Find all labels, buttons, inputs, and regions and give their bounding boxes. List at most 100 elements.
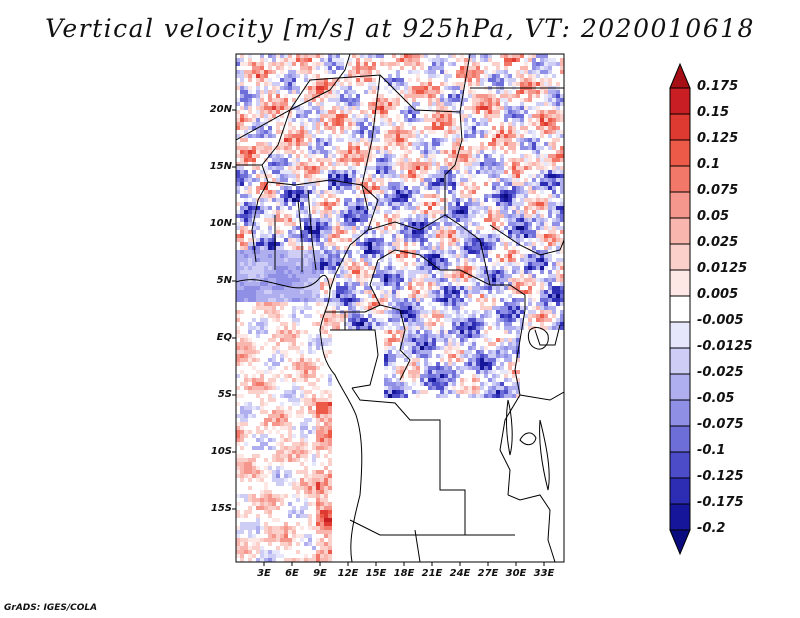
field-cell <box>492 190 496 194</box>
field-cell <box>448 202 452 206</box>
field-cell <box>316 286 320 290</box>
field-cell <box>544 114 548 118</box>
field-cell <box>320 314 324 318</box>
map-title: Vertical velocity [m/s] at 925hPa, VT: 2… <box>45 14 755 43</box>
field-cell <box>292 442 296 446</box>
field-cell <box>296 270 300 274</box>
field-cell <box>344 230 348 234</box>
field-cell <box>276 410 280 414</box>
field-cell <box>260 298 264 302</box>
field-cell <box>284 198 288 202</box>
field-cell <box>276 310 280 314</box>
field-cell <box>476 106 480 110</box>
field-cell <box>500 318 504 322</box>
field-cell <box>528 218 532 222</box>
field-cell <box>468 170 472 174</box>
field-cell <box>292 270 296 274</box>
field-cell <box>236 102 240 106</box>
field-cell <box>384 170 388 174</box>
field-cell <box>508 206 512 210</box>
field-cell <box>260 270 264 274</box>
field-cell <box>292 74 296 78</box>
field-cell <box>492 78 496 82</box>
field-cell <box>492 170 496 174</box>
field-cell <box>504 134 508 138</box>
field-cell <box>428 90 432 94</box>
field-cell <box>304 78 308 82</box>
field-cell <box>416 266 420 270</box>
field-cell <box>296 246 300 250</box>
field-cell <box>536 222 540 226</box>
field-cell <box>396 290 400 294</box>
field-cell <box>448 222 452 226</box>
field-cell <box>560 258 564 262</box>
field-cell <box>484 250 488 254</box>
field-cell <box>560 226 564 230</box>
field-cell <box>288 126 292 130</box>
field-cell <box>272 294 276 298</box>
field-cell <box>496 326 500 330</box>
field-cell <box>280 338 284 342</box>
field-cell <box>312 410 316 414</box>
field-cell <box>524 90 528 94</box>
field-cell <box>344 322 348 326</box>
field-cell <box>240 382 244 386</box>
field-cell <box>428 226 432 230</box>
field-cell <box>460 154 464 158</box>
field-cell <box>372 138 376 142</box>
field-cell <box>548 154 552 158</box>
field-cell <box>504 98 508 102</box>
field-cell <box>452 118 456 122</box>
field-cell <box>556 134 560 138</box>
field-cell <box>336 282 340 286</box>
field-cell <box>248 246 252 250</box>
field-cell <box>488 274 492 278</box>
field-cell <box>368 246 372 250</box>
field-cell <box>464 286 468 290</box>
field-cell <box>388 142 392 146</box>
field-cell <box>396 298 400 302</box>
field-cell <box>408 278 412 282</box>
field-cell <box>476 322 480 326</box>
field-cell <box>368 122 372 126</box>
field-cell <box>552 174 556 178</box>
field-cell <box>412 102 416 106</box>
field-cell <box>480 334 484 338</box>
field-cell <box>424 238 428 242</box>
field-cell <box>388 206 392 210</box>
field-cell <box>444 250 448 254</box>
field-cell <box>260 90 264 94</box>
field-cell <box>360 54 364 58</box>
field-cell <box>488 98 492 102</box>
field-cell <box>312 146 316 150</box>
field-cell <box>480 346 484 350</box>
field-cell <box>404 186 408 190</box>
field-cell <box>516 90 520 94</box>
field-cell <box>320 270 324 274</box>
field-cell <box>360 326 364 330</box>
field-cell <box>460 94 464 98</box>
field-cell <box>504 266 508 270</box>
field-cell <box>304 170 308 174</box>
field-cell <box>496 102 500 106</box>
field-cell <box>408 238 412 242</box>
field-cell <box>344 102 348 106</box>
field-cell <box>268 250 272 254</box>
field-cell <box>540 242 544 246</box>
field-cell <box>240 270 244 274</box>
field-cell <box>412 130 416 134</box>
field-cell <box>276 422 280 426</box>
field-cell <box>452 326 456 330</box>
field-cell <box>452 346 456 350</box>
field-cell <box>296 186 300 190</box>
field-cell <box>492 150 496 154</box>
field-cell <box>484 390 488 394</box>
field-cell <box>356 158 360 162</box>
field-cell <box>280 234 284 238</box>
field-cell <box>432 262 436 266</box>
field-cell <box>260 58 264 62</box>
field-cell <box>536 218 540 222</box>
field-cell <box>240 286 244 290</box>
field-cell <box>504 66 508 70</box>
field-cell <box>404 58 408 62</box>
